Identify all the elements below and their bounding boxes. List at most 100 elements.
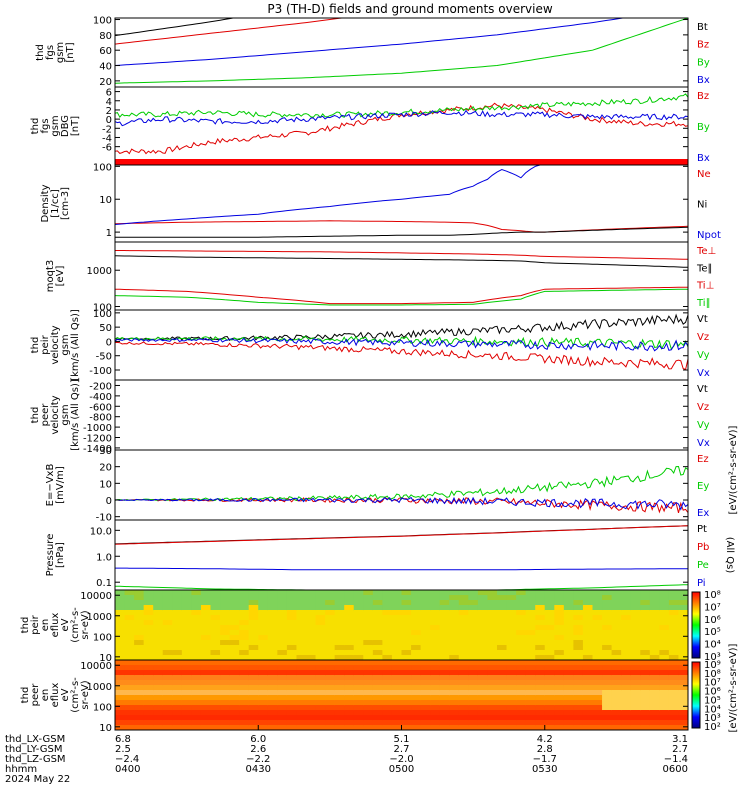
spectrogram-cell — [497, 685, 508, 691]
spectrogram-cell — [487, 715, 498, 721]
spectrogram-cell — [248, 630, 259, 636]
spectrogram-cell — [611, 665, 622, 671]
spectrogram-cell — [334, 620, 345, 626]
spectrogram-cell — [172, 660, 183, 666]
spectrogram-cell — [602, 705, 613, 711]
spectrogram-cell — [200, 690, 212, 696]
spectrogram-cell — [506, 625, 517, 631]
spectrogram-cell — [659, 660, 670, 666]
spectrogram-cell — [134, 615, 145, 621]
spectrogram-cell — [544, 670, 555, 676]
spectrogram-cell — [678, 670, 688, 676]
spectrogram-cell — [181, 605, 192, 611]
spectrogram-cell — [162, 630, 173, 636]
spectrogram-cell — [621, 600, 632, 606]
spectrogram-cell — [506, 620, 517, 626]
spectrogram-cell — [210, 675, 221, 681]
spectrogram-cell — [210, 590, 221, 596]
spectrogram-cell — [516, 705, 527, 711]
spectrogram-cell — [181, 690, 192, 696]
spectrogram-cell — [286, 635, 298, 641]
y-tick-label: -1400 — [83, 444, 112, 455]
spectrogram-cell — [430, 670, 441, 676]
spectrogram-cell — [630, 710, 641, 716]
spectrogram-cell — [296, 630, 307, 636]
spectrogram-cell — [401, 705, 412, 711]
spectrogram-cell — [659, 710, 670, 716]
spectrogram-cell — [420, 595, 431, 601]
spectrogram-cell — [468, 695, 479, 701]
legend-item: Bz — [697, 91, 709, 102]
spectrogram-cell — [258, 685, 269, 691]
spectrogram-cell — [449, 695, 460, 701]
spectrogram-cell — [181, 725, 192, 730]
spectrogram-cell — [143, 685, 154, 691]
spectrogram-cell — [353, 705, 364, 711]
spectrogram-cell — [506, 675, 517, 681]
spectrogram-cell — [649, 595, 660, 601]
spectrogram-cell — [420, 635, 431, 641]
y-tick-label: -800 — [89, 413, 112, 424]
spectrogram-cell — [363, 670, 374, 676]
spectrogram-cell — [420, 680, 431, 686]
spectrogram-cell — [115, 665, 126, 671]
spectrogram-cell — [592, 600, 603, 606]
y-tick-label: 100 — [93, 302, 112, 313]
spectrogram-cell — [401, 715, 412, 721]
spectrogram-cell — [353, 720, 364, 726]
spectrogram-cell — [439, 680, 450, 686]
spectrogram-cell — [563, 670, 574, 676]
spectrogram-cell — [115, 640, 126, 646]
spectrogram-cell — [497, 710, 508, 716]
spectrogram-cell — [210, 620, 221, 626]
x-tick-label: −1.4 — [664, 754, 688, 765]
spectrogram-cell — [220, 725, 231, 730]
spectrogram-cell — [248, 615, 259, 621]
spectrogram-cell — [210, 690, 221, 696]
spectrogram-cell — [248, 625, 259, 631]
spectrogram-cell — [391, 715, 403, 721]
spectrogram-cell — [162, 675, 173, 681]
spectrogram-cell — [649, 680, 660, 686]
y-axis-label: moqt3 — [45, 260, 56, 293]
spectrogram-cell — [554, 590, 565, 596]
y-tick-label: 50 — [99, 323, 112, 334]
spectrogram-cell — [430, 715, 441, 721]
spectrogram-cell — [458, 665, 469, 671]
spectrogram-cell — [191, 615, 202, 621]
spectrogram-cell — [678, 625, 688, 631]
spectrogram-cell — [220, 685, 231, 691]
spectrogram-cell — [554, 595, 565, 601]
spectrogram-cell — [573, 635, 584, 641]
spectrogram-cell — [286, 660, 298, 666]
spectrogram-cell — [449, 720, 460, 726]
y-axis-label: Density — [40, 184, 51, 222]
spectrogram-cell — [239, 620, 250, 626]
spectrogram-cell — [592, 685, 603, 691]
spectrogram-cell — [592, 650, 603, 656]
spectrogram-cell — [172, 645, 183, 651]
legend-item: Pe — [697, 560, 709, 571]
spectrogram-cell — [286, 615, 298, 621]
spectrogram-cell — [248, 600, 259, 606]
spectrogram-cell — [220, 675, 231, 681]
spectrogram-cell — [573, 675, 584, 681]
spectrogram-cell — [554, 720, 565, 726]
spectrogram-cell — [668, 705, 680, 711]
spectrogram-cell — [325, 655, 336, 660]
spectrogram-cell — [420, 650, 431, 656]
spectrogram-cell — [191, 675, 202, 681]
spectrogram-cell — [649, 590, 660, 596]
spectrogram-cell — [554, 600, 565, 606]
spectrogram-cell — [535, 610, 546, 616]
spectrogram-cell — [477, 685, 489, 691]
spectrogram-cell — [391, 620, 403, 626]
spectrogram-cell — [334, 645, 345, 651]
spectrogram-cell — [401, 600, 412, 606]
spectrogram-cell — [525, 640, 536, 646]
spectrogram-cell — [258, 675, 269, 681]
spectrogram-cell — [220, 710, 231, 716]
spectrogram-cell — [516, 665, 527, 671]
spectrogram-cell — [115, 685, 126, 691]
spectrogram-cell — [630, 590, 641, 596]
